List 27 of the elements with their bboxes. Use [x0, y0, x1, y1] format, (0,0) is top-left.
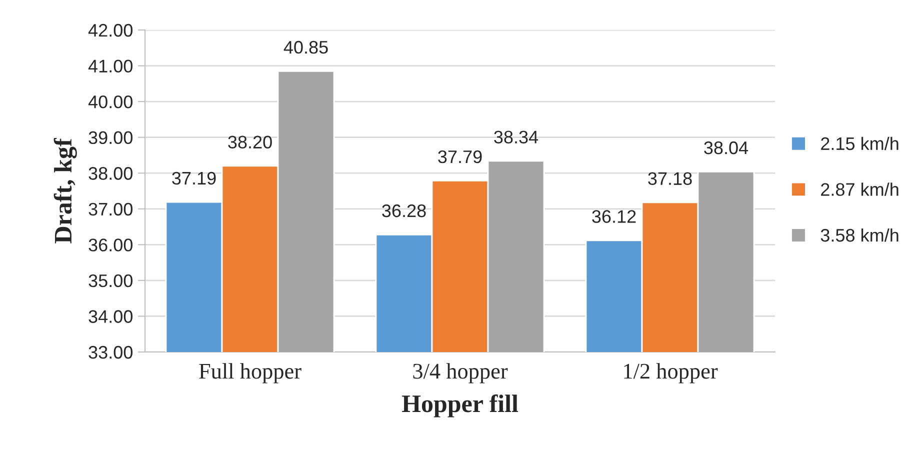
legend-label: 3.58 km/h — [820, 228, 898, 242]
y-tick-label: 33.00 — [88, 346, 132, 359]
x-tick-label: Full hopper — [199, 363, 302, 384]
data-label: 38.04 — [704, 141, 748, 154]
y-axis-title: Draft, kgf — [54, 138, 77, 244]
x-tick-label: 1/2 hopper — [624, 363, 718, 384]
data-label: 37.79 — [438, 150, 482, 164]
data-label: 36.12 — [592, 210, 636, 223]
x-axis-title: Hopper fill — [402, 394, 518, 418]
data-label: 36.28 — [382, 204, 426, 218]
y-tick-label: 40.00 — [88, 95, 132, 108]
y-tick-label: 34.00 — [88, 310, 132, 323]
y-tick-label: 37.00 — [88, 202, 132, 216]
y-tick-label: 38.00 — [88, 167, 132, 180]
data-label: 38.20 — [228, 136, 272, 148]
data-label: 38.34 — [494, 130, 538, 144]
data-label: 37.19 — [172, 172, 216, 185]
data-label: 37.18 — [648, 172, 692, 185]
y-tick-label: 42.00 — [88, 24, 132, 37]
y-tick-label: 39.00 — [88, 131, 132, 144]
data-label: 40.85 — [284, 40, 328, 54]
legend-label: 2.87 km/h — [821, 182, 898, 196]
y-tick-label: 36.00 — [88, 238, 132, 252]
y-tick-label: 41.00 — [88, 60, 132, 72]
legend-label: 2.15 km/h — [821, 136, 898, 150]
y-tick-label: 35.00 — [88, 274, 132, 288]
x-tick-label: 3/4 hopper — [413, 363, 508, 384]
